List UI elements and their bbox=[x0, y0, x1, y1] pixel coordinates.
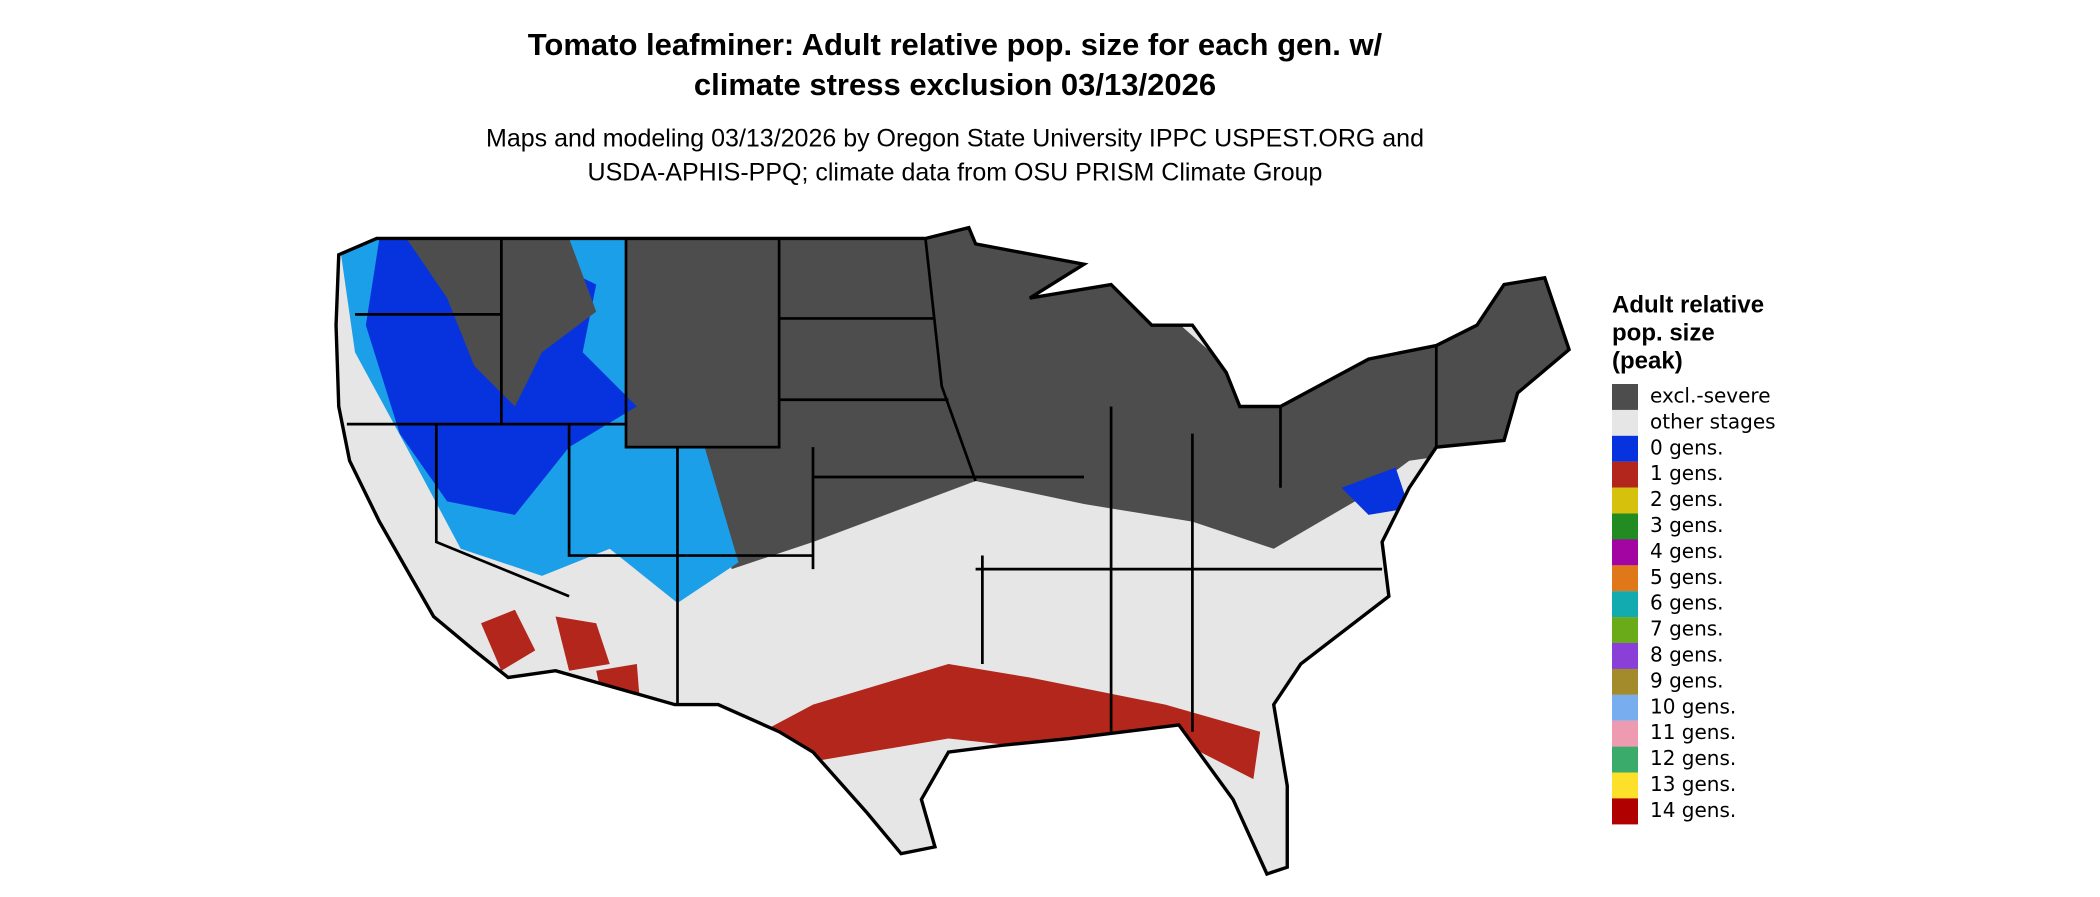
legend-swatch bbox=[1612, 643, 1638, 669]
legend-title: pop. size bbox=[1612, 319, 1715, 346]
legend-swatch bbox=[1612, 720, 1638, 747]
legend-label: 12 gens. bbox=[1650, 746, 1736, 770]
legend-swatch bbox=[1612, 668, 1638, 695]
legend-swatch bbox=[1612, 772, 1638, 799]
legend-label: 0 gens. bbox=[1650, 435, 1724, 459]
legend-label: 3 gens. bbox=[1650, 513, 1724, 537]
legend-label: 9 gens. bbox=[1650, 668, 1724, 692]
legend-swatch bbox=[1612, 435, 1638, 462]
legend-label: 10 gens. bbox=[1650, 694, 1736, 718]
legend-swatch bbox=[1612, 746, 1638, 773]
legend-label: 7 gens. bbox=[1650, 617, 1724, 641]
legend-swatch bbox=[1612, 694, 1638, 721]
legend-label: 2 gens. bbox=[1650, 487, 1724, 511]
legend-swatch bbox=[1612, 798, 1638, 825]
legend-label: 5 gens. bbox=[1650, 565, 1724, 589]
legend-swatch bbox=[1612, 539, 1638, 566]
subtitle-line: USDA-APHIS-PPQ; climate data from OSU PR… bbox=[588, 159, 1323, 187]
legend-swatch bbox=[1612, 487, 1638, 514]
legend-label: 6 gens. bbox=[1650, 591, 1724, 615]
legend-title: (peak) bbox=[1612, 347, 1683, 374]
legend-swatch bbox=[1612, 384, 1638, 410]
title-line: Tomato leafminer: Adult relative pop. si… bbox=[528, 27, 1383, 62]
subtitle-line: Maps and modeling 03/13/2026 by Oregon S… bbox=[486, 125, 1424, 153]
legend-swatch bbox=[1612, 565, 1638, 592]
legend-swatch bbox=[1612, 409, 1638, 436]
legend-swatch bbox=[1612, 591, 1638, 618]
legend-label: other stages bbox=[1650, 409, 1776, 433]
legend-swatch bbox=[1612, 513, 1638, 540]
state-lines bbox=[346, 238, 1438, 732]
us-outline bbox=[334, 225, 1572, 877]
cold-patch bbox=[1341, 467, 1410, 515]
legend-label: 14 gens. bbox=[1650, 798, 1736, 822]
legend-swatch bbox=[1612, 461, 1638, 488]
legend-label: 11 gens. bbox=[1650, 720, 1736, 744]
legend-label: 1 gens. bbox=[1650, 461, 1724, 485]
legend-swatch bbox=[1612, 617, 1638, 644]
legend-label: 8 gens. bbox=[1650, 643, 1724, 667]
title-line: climate stress exclusion 03/13/2026 bbox=[694, 67, 1216, 102]
excluded-region bbox=[626, 227, 1570, 570]
map bbox=[334, 225, 1572, 877]
legend-title: Adult relative bbox=[1612, 291, 1764, 318]
legend-label: 13 gens. bbox=[1650, 772, 1736, 796]
legend-label: 4 gens. bbox=[1650, 539, 1724, 563]
warm-patch bbox=[481, 609, 536, 671]
legend-label: excl.-severe bbox=[1650, 384, 1771, 408]
warm-patch bbox=[555, 616, 610, 671]
